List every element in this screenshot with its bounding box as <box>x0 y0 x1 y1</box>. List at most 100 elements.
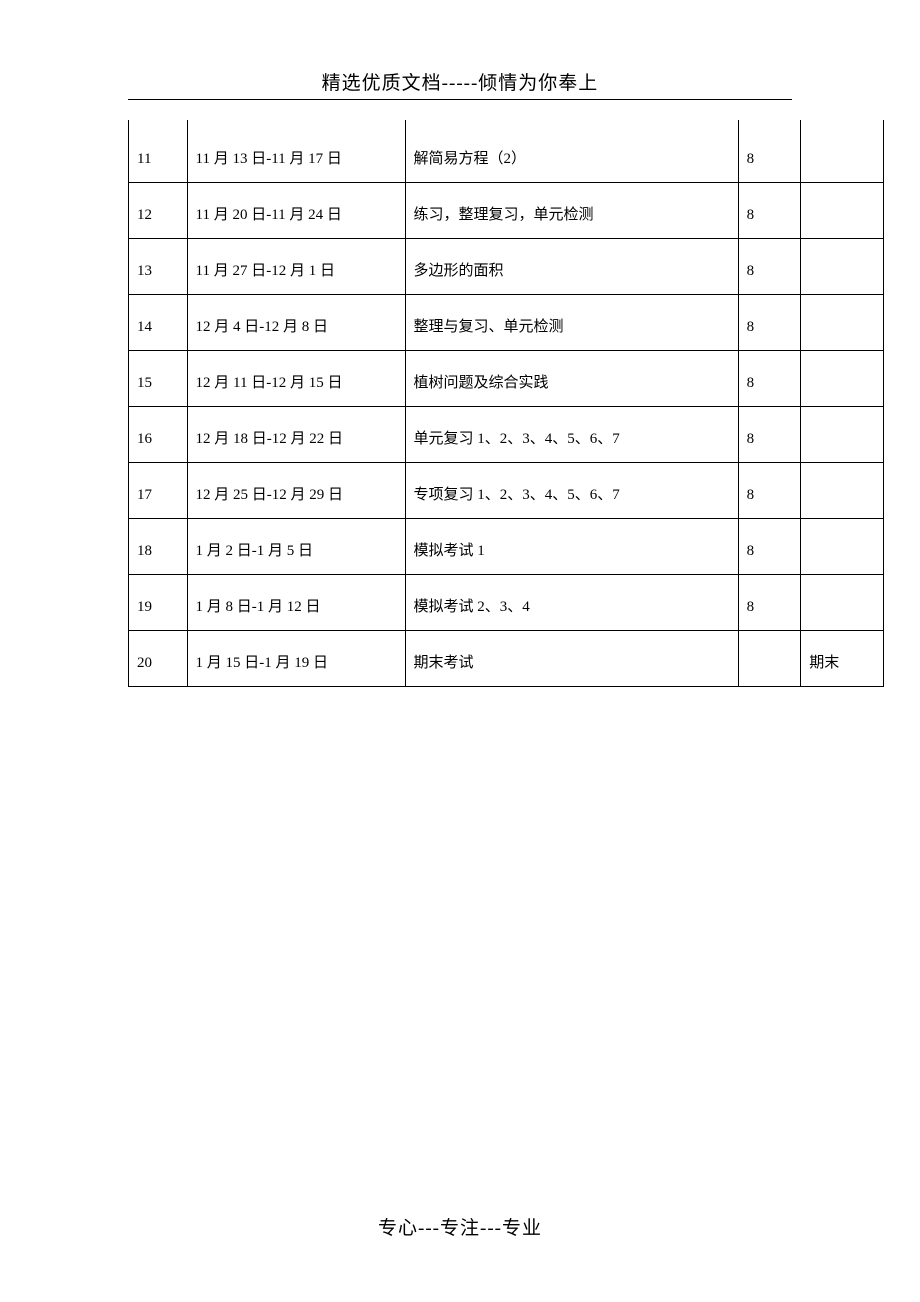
week-number-cell: 20 <box>129 630 188 686</box>
hours-cell-text: 8 <box>739 431 801 462</box>
date-range-cell: 12 月 4 日-12 月 8 日 <box>187 294 405 350</box>
content-cell-text: 模拟考试 1 <box>406 539 738 574</box>
week-number-cell: 14 <box>129 294 188 350</box>
week-number-cell: 12 <box>129 182 188 238</box>
table-row: 1111 月 13 日-11 月 17 日解简易方程（2）8 <box>129 120 884 182</box>
hours-cell: 8 <box>738 518 801 574</box>
week-number-cell-text: 18 <box>129 543 187 574</box>
date-range-cell: 1 月 15 日-1 月 19 日 <box>187 630 405 686</box>
date-range-cell-text: 11 月 13 日-11 月 17 日 <box>188 147 405 182</box>
note-cell <box>801 574 884 630</box>
table-row: 1211 月 20 日-11 月 24 日练习，整理复习，单元检测8 <box>129 182 884 238</box>
table-row: 191 月 8 日-1 月 12 日模拟考试 2、3、48 <box>129 574 884 630</box>
schedule-table: 1111 月 13 日-11 月 17 日解简易方程（2）81211 月 20 … <box>128 120 884 687</box>
note-cell-text <box>801 616 883 630</box>
content-cell: 模拟考试 2、3、4 <box>405 574 738 630</box>
hours-cell-text: 8 <box>739 487 801 518</box>
week-number-cell-text: 17 <box>129 487 187 518</box>
date-range-cell-text: 1 月 15 日-1 月 19 日 <box>188 651 405 686</box>
week-number-cell-text: 11 <box>129 151 187 182</box>
note-cell-text <box>801 392 883 406</box>
note-cell-text <box>801 224 883 238</box>
week-number-cell: 13 <box>129 238 188 294</box>
hours-cell: 8 <box>738 182 801 238</box>
date-range-cell-text: 1 月 8 日-1 月 12 日 <box>188 595 405 630</box>
date-range-cell-text: 12 月 11 日-12 月 15 日 <box>188 371 405 406</box>
hours-cell <box>738 630 801 686</box>
content-cell: 植树问题及综合实践 <box>405 350 738 406</box>
note-cell <box>801 120 884 182</box>
content-cell-text: 期末考试 <box>406 651 738 686</box>
note-cell <box>801 406 884 462</box>
content-cell-text: 练习，整理复习，单元检测 <box>406 203 738 238</box>
date-range-cell: 12 月 11 日-12 月 15 日 <box>187 350 405 406</box>
content-cell: 模拟考试 1 <box>405 518 738 574</box>
date-range-cell: 1 月 8 日-1 月 12 日 <box>187 574 405 630</box>
date-range-cell: 1 月 2 日-1 月 5 日 <box>187 518 405 574</box>
hours-cell: 8 <box>738 238 801 294</box>
table-row: 1311 月 27 日-12 月 1 日多边形的面积8 <box>129 238 884 294</box>
hours-cell-text: 8 <box>739 599 801 630</box>
table-row: 1712 月 25 日-12 月 29 日专项复习 1、2、3、4、5、6、78 <box>129 462 884 518</box>
date-range-cell-text: 12 月 4 日-12 月 8 日 <box>188 315 405 350</box>
week-number-cell-text: 13 <box>129 263 187 294</box>
note-cell-text <box>801 168 883 182</box>
content-cell-text: 解简易方程（2） <box>406 147 738 182</box>
content-cell-text: 模拟考试 2、3、4 <box>406 595 738 630</box>
note-cell <box>801 182 884 238</box>
date-range-cell-text: 11 月 20 日-11 月 24 日 <box>188 203 405 238</box>
content-cell: 专项复习 1、2、3、4、5、6、7 <box>405 462 738 518</box>
hours-cell-text: 8 <box>739 543 801 574</box>
hours-cell: 8 <box>738 120 801 182</box>
hours-cell-text <box>739 672 801 686</box>
hours-cell: 8 <box>738 574 801 630</box>
date-range-cell-text: 11 月 27 日-12 月 1 日 <box>188 259 405 294</box>
hours-cell: 8 <box>738 462 801 518</box>
table-row: 1612 月 18 日-12 月 22 日单元复习 1、2、3、4、5、6、78 <box>129 406 884 462</box>
date-range-cell-text: 12 月 18 日-12 月 22 日 <box>188 427 405 462</box>
table-row: 1412 月 4 日-12 月 8 日整理与复习、单元检测8 <box>129 294 884 350</box>
note-cell <box>801 350 884 406</box>
hours-cell-text: 8 <box>739 375 801 406</box>
date-range-cell: 12 月 18 日-12 月 22 日 <box>187 406 405 462</box>
page-header: 精选优质文档-----倾情为你奉上 <box>0 0 920 108</box>
hours-cell-text: 8 <box>739 151 801 182</box>
hours-cell-text: 8 <box>739 319 801 350</box>
date-range-cell: 11 月 13 日-11 月 17 日 <box>187 120 405 182</box>
page-footer: 专心---专注---专业 <box>0 1213 920 1240</box>
week-number-cell-text: 12 <box>129 207 187 238</box>
date-range-cell: 11 月 27 日-12 月 1 日 <box>187 238 405 294</box>
week-number-cell-text: 15 <box>129 375 187 406</box>
week-number-cell-text: 16 <box>129 431 187 462</box>
date-range-cell-text: 12 月 25 日-12 月 29 日 <box>188 483 405 518</box>
content-cell: 整理与复习、单元检测 <box>405 294 738 350</box>
table-row: 181 月 2 日-1 月 5 日模拟考试 18 <box>129 518 884 574</box>
note-cell-text <box>801 560 883 574</box>
content-cell: 练习，整理复习，单元检测 <box>405 182 738 238</box>
hours-cell: 8 <box>738 350 801 406</box>
header-rule <box>128 99 792 100</box>
hours-cell: 8 <box>738 294 801 350</box>
week-number-cell: 17 <box>129 462 188 518</box>
note-cell <box>801 294 884 350</box>
hours-cell-text: 8 <box>739 263 801 294</box>
header-text: 精选优质文档-----倾情为你奉上 <box>322 73 599 94</box>
content-cell: 解简易方程（2） <box>405 120 738 182</box>
week-number-cell: 16 <box>129 406 188 462</box>
hours-cell: 8 <box>738 406 801 462</box>
note-cell <box>801 518 884 574</box>
week-number-cell: 11 <box>129 120 188 182</box>
date-range-cell: 11 月 20 日-11 月 24 日 <box>187 182 405 238</box>
content-cell: 单元复习 1、2、3、4、5、6、7 <box>405 406 738 462</box>
content-cell: 期末考试 <box>405 630 738 686</box>
table-row: 201 月 15 日-1 月 19 日期末考试 期末 <box>129 630 884 686</box>
note-cell-text <box>801 280 883 294</box>
schedule-table-container: 1111 月 13 日-11 月 17 日解简易方程（2）81211 月 20 … <box>128 120 884 687</box>
table-row: 1512 月 11 日-12 月 15 日植树问题及综合实践8 <box>129 350 884 406</box>
week-number-cell-text: 14 <box>129 319 187 350</box>
note-cell: 期末 <box>801 630 884 686</box>
note-cell <box>801 238 884 294</box>
note-cell-text <box>801 336 883 350</box>
note-cell-text: 期末 <box>801 651 883 686</box>
date-range-cell-text: 1 月 2 日-1 月 5 日 <box>188 539 405 574</box>
